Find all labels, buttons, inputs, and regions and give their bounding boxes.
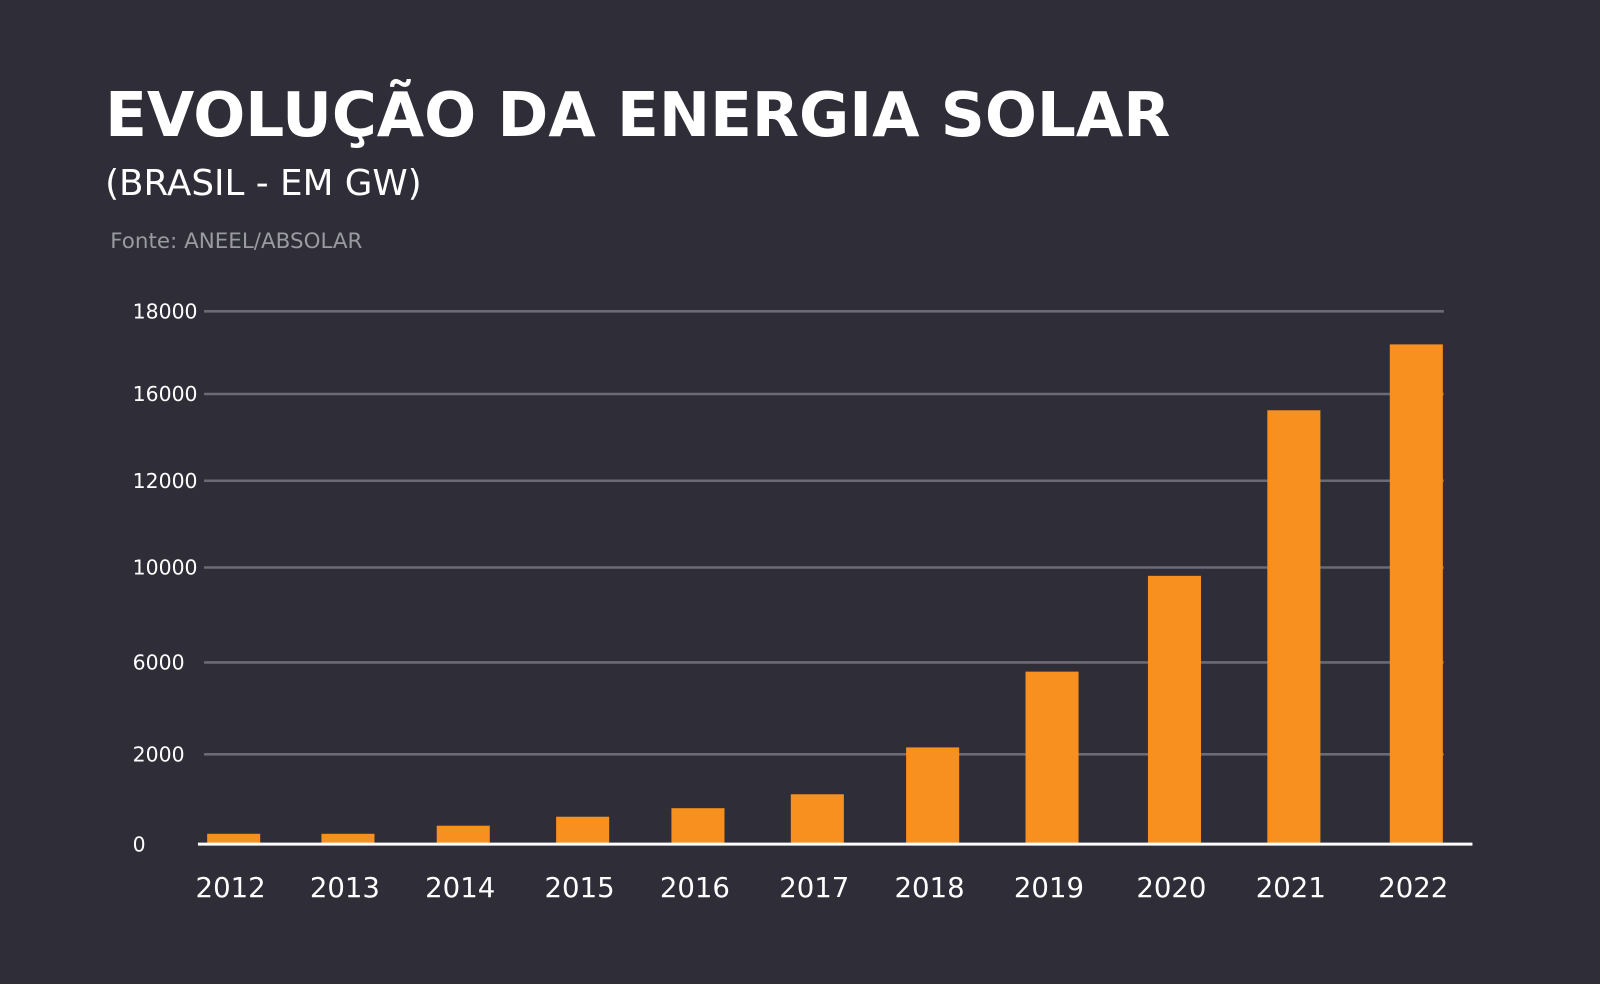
x-tick-label: 2022 — [1378, 872, 1448, 904]
y-tick-label: 18000 — [133, 299, 198, 323]
x-tick-label: 2018 — [895, 872, 965, 904]
chart-title: EVOLUÇÃO DA ENERGIA SOLAR — [105, 79, 1171, 152]
bar-2022 — [1389, 344, 1443, 845]
y-tick-label: 6000 — [133, 651, 185, 675]
x-tick-label: 2020 — [1136, 872, 1206, 904]
y-tick-label: 12000 — [133, 469, 198, 493]
x-tick-label: 2017 — [779, 872, 849, 904]
x-tick-label: 2012 — [196, 872, 266, 904]
bar-2020 — [1147, 575, 1202, 845]
bar-2019 — [1025, 671, 1079, 845]
x-tick-label: 2016 — [660, 872, 730, 904]
bar-2013 — [321, 833, 375, 845]
source-note: Fonte: ANEEL/ABSOLAR — [110, 228, 363, 254]
bar-2021 — [1267, 410, 1321, 845]
chart-subtitle: (BRASIL - EM GW) — [105, 163, 422, 205]
bar-2012 — [207, 833, 261, 845]
x-tick-label: 2015 — [545, 872, 615, 904]
y-tick-label: 16000 — [133, 382, 198, 406]
x-tick-label: 2019 — [1014, 872, 1084, 904]
bar-2018 — [906, 747, 960, 845]
bar-2015 — [556, 816, 610, 845]
bar-2016 — [671, 808, 725, 845]
x-tick-label: 2013 — [310, 872, 380, 904]
x-tick-label: 2014 — [425, 872, 495, 904]
y-tick-label: 2000 — [133, 742, 185, 766]
y-tick-label: 0 — [133, 832, 146, 856]
y-tick-label: 10000 — [133, 556, 198, 580]
bar-2017 — [790, 794, 844, 845]
bar-2014 — [436, 825, 490, 845]
x-tick-label: 2021 — [1256, 872, 1326, 904]
